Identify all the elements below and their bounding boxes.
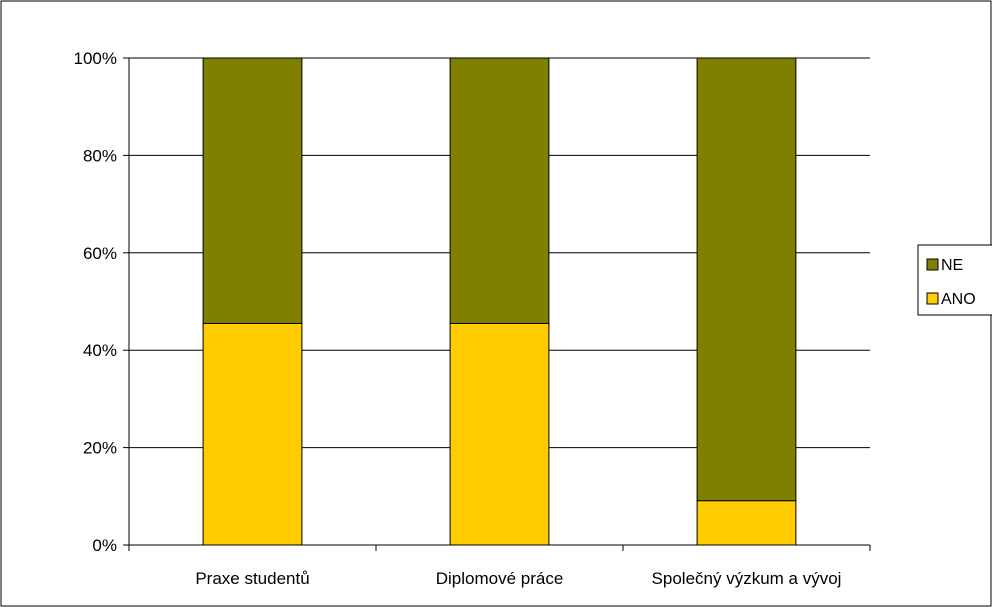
legend: NE ANO [917, 244, 992, 316]
bars [202, 57, 797, 546]
bar-ano-3 [696, 500, 797, 546]
bar-ne-1 [202, 57, 303, 324]
legend-swatch-ano [926, 292, 939, 305]
y-tick-label: 40% [83, 341, 117, 360]
y-tick-label: 20% [83, 439, 117, 458]
bar-ano-1 [202, 322, 303, 546]
y-tick-label: 60% [83, 244, 117, 263]
bar-ne-2 [449, 57, 550, 324]
x-category-label: Praxe studentů [195, 569, 309, 588]
x-category-label: Diplomové práce [436, 569, 564, 588]
y-tick-label: 100% [74, 49, 117, 68]
y-tick-label: 0% [92, 536, 117, 555]
y-tick-label: 80% [83, 146, 117, 165]
legend-label-ano: ANO [941, 291, 976, 308]
legend-swatch-ne [926, 258, 939, 271]
axis-labels: 0% 20% 40% 60% 80% 100% Praxe studentů Diplomov… [74, 49, 842, 588]
x-category-label: Společný výzkum a vývoj [652, 569, 842, 588]
bar-ne-3 [696, 57, 797, 502]
bar-ano-2 [449, 322, 550, 546]
legend-label-ne: NE [941, 257, 963, 274]
